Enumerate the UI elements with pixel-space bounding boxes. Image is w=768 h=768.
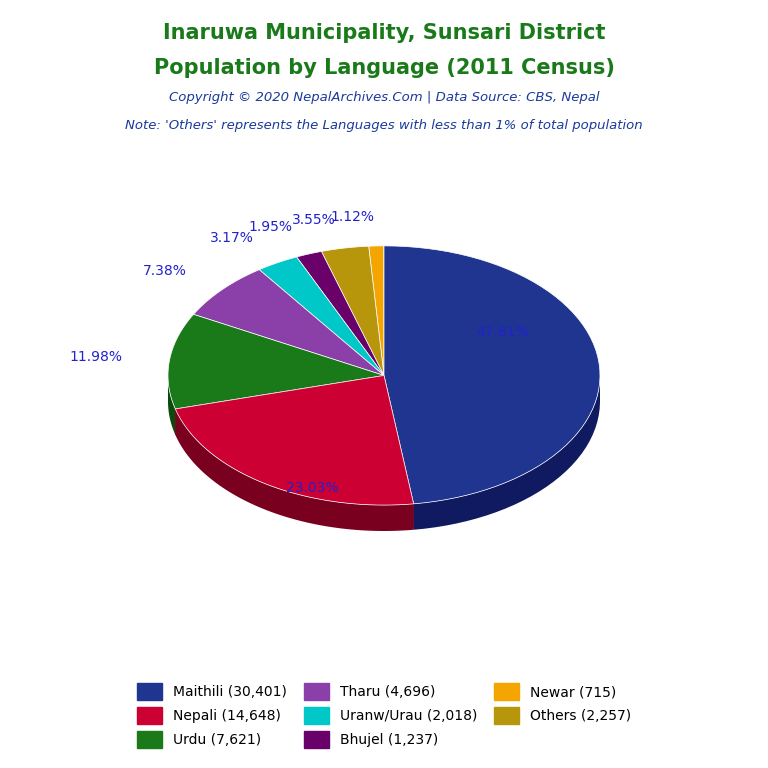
Text: 3.55%: 3.55% [293, 213, 336, 227]
Text: Copyright © 2020 NepalArchives.Com | Data Source: CBS, Nepal: Copyright © 2020 NepalArchives.Com | Dat… [169, 91, 599, 104]
Polygon shape [175, 376, 414, 505]
Polygon shape [384, 376, 414, 530]
Polygon shape [296, 251, 384, 376]
Polygon shape [175, 409, 414, 531]
Polygon shape [321, 247, 384, 376]
Text: 3.17%: 3.17% [210, 231, 254, 245]
Text: 47.81%: 47.81% [476, 325, 529, 339]
Polygon shape [260, 257, 384, 376]
Legend: Maithili (30,401), Nepali (14,648), Urdu (7,621), Tharu (4,696), Uranw/Urau (2,0: Maithili (30,401), Nepali (14,648), Urdu… [131, 677, 637, 753]
Polygon shape [414, 376, 600, 530]
Text: 23.03%: 23.03% [286, 481, 339, 495]
Text: Inaruwa Municipality, Sunsari District: Inaruwa Municipality, Sunsari District [163, 23, 605, 43]
Polygon shape [168, 376, 175, 435]
Text: 7.38%: 7.38% [143, 264, 187, 278]
Polygon shape [194, 270, 384, 376]
Polygon shape [384, 246, 600, 504]
Text: 11.98%: 11.98% [69, 350, 122, 364]
Polygon shape [175, 376, 384, 435]
Polygon shape [369, 246, 384, 376]
Text: 1.95%: 1.95% [248, 220, 293, 234]
Text: 1.12%: 1.12% [330, 210, 375, 224]
Text: Note: 'Others' represents the Languages with less than 1% of total population: Note: 'Others' represents the Languages … [125, 119, 643, 132]
Polygon shape [168, 314, 384, 409]
Polygon shape [384, 376, 414, 530]
Polygon shape [175, 376, 384, 435]
Text: Population by Language (2011 Census): Population by Language (2011 Census) [154, 58, 614, 78]
